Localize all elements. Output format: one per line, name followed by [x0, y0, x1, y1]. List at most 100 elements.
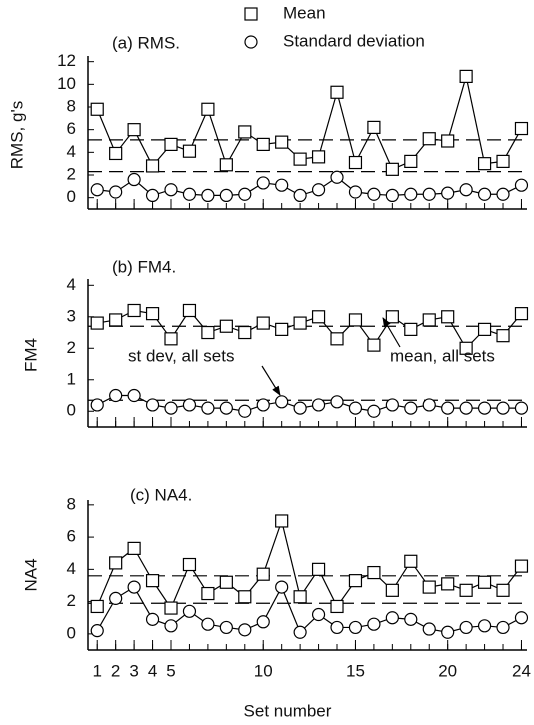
mean-marker: [127, 541, 141, 555]
x-tick-label: 1: [92, 661, 101, 680]
mean-marker: [404, 554, 418, 568]
mean-marker: [127, 303, 141, 318]
sd-marker: [256, 176, 270, 190]
y-tick-label: 1: [67, 369, 76, 388]
mean-marker: [90, 599, 104, 614]
mean-marker: [275, 322, 289, 336]
mean-marker: [348, 155, 363, 170]
mean-marker: [201, 325, 215, 340]
mean-marker: [496, 583, 510, 597]
mean-marker: [201, 102, 215, 116]
sd-marker: [422, 187, 436, 201]
sd-marker: [477, 619, 492, 633]
y-tick-label: 4: [67, 275, 76, 294]
mean-marker: [441, 134, 455, 148]
sd-marker: [145, 188, 160, 202]
x-axis-label: Set number: [244, 701, 332, 720]
mean-marker: [145, 307, 160, 321]
mean-marker: [441, 310, 455, 324]
mean-marker: [219, 319, 233, 333]
sd-marker: [348, 401, 363, 415]
mean-marker: [256, 137, 270, 151]
mean-marker: [164, 332, 178, 346]
mean-marker: [145, 159, 160, 173]
x-tick-label: 3: [129, 661, 138, 680]
sd-marker: [275, 580, 289, 594]
sd-marker: [496, 620, 510, 635]
sd-marker: [367, 404, 381, 418]
mean-marker: [164, 601, 178, 615]
panel-title: (c) NA4.: [130, 485, 192, 504]
mean-marker: [330, 332, 344, 346]
mean-marker: [145, 574, 160, 588]
sd-marker: [90, 183, 104, 197]
legend-marker: [244, 35, 258, 49]
mean-marker: [330, 599, 344, 614]
sd-marker: [109, 185, 123, 199]
mean-marker: [219, 158, 233, 172]
sd-marker: [182, 398, 197, 412]
sd-marker: [275, 395, 289, 409]
sd-marker: [90, 624, 104, 638]
mean-marker: [275, 135, 289, 149]
sd-marker: [514, 178, 529, 192]
mean-marker: [182, 144, 197, 158]
y-axis-label: NA4: [21, 558, 40, 591]
series-line: [97, 309, 522, 350]
sd-marker: [164, 401, 178, 415]
mean-marker: [459, 341, 473, 355]
y-tick-label: 2: [67, 164, 76, 183]
mean-marker: [422, 580, 436, 594]
y-tick-label: 8: [67, 96, 76, 115]
sd-marker: [164, 619, 178, 633]
sd-marker: [127, 388, 141, 403]
sd-marker: [385, 611, 399, 625]
sd-marker: [145, 612, 160, 626]
legend-label: Standard deviation: [283, 31, 425, 50]
sd-marker: [238, 187, 252, 201]
panel-title: (b) FM4.: [112, 257, 176, 276]
mean-marker: [514, 121, 529, 136]
y-tick-label: 4: [67, 559, 76, 578]
mean-marker: [367, 338, 381, 352]
mean-marker: [367, 565, 381, 580]
sd-marker: [145, 398, 160, 412]
sd-marker: [256, 615, 270, 629]
mean-marker: [219, 575, 233, 589]
mean-marker: [385, 310, 399, 324]
mean-marker: [477, 322, 492, 336]
mean-marker: [109, 556, 123, 570]
sd-marker: [459, 620, 473, 635]
x-tick-label: 5: [166, 661, 175, 680]
legend-label: Mean: [283, 3, 326, 22]
mean-marker: [441, 577, 455, 591]
sd-marker: [441, 186, 455, 200]
sd-marker: [367, 617, 381, 631]
sd-marker: [441, 401, 455, 415]
y-axis-label: RMS, g's: [7, 101, 26, 169]
sd-marker: [238, 623, 252, 637]
sd-marker: [330, 620, 344, 635]
mean-marker: [367, 120, 381, 135]
y-tick-label: 10: [57, 74, 76, 93]
sd-marker: [514, 611, 529, 625]
sd-marker: [238, 404, 252, 418]
mean-marker: [256, 567, 270, 581]
sd-marker: [164, 183, 178, 197]
mean-marker: [459, 583, 473, 597]
mean-marker: [422, 313, 436, 327]
sd-marker: [385, 188, 399, 202]
mean-marker: [201, 586, 215, 601]
panel-title: (a) RMS.: [112, 33, 180, 52]
mean-marker: [275, 514, 289, 528]
sd-marker: [404, 401, 418, 415]
mean-marker: [459, 69, 473, 84]
y-tick-label: 0: [67, 401, 76, 420]
sd-marker: [330, 395, 344, 409]
y-tick-label: 2: [67, 338, 76, 357]
sd-marker: [330, 170, 344, 184]
y-tick-label: 3: [67, 306, 76, 325]
mean-marker: [293, 316, 307, 330]
sd-marker: [496, 187, 510, 201]
